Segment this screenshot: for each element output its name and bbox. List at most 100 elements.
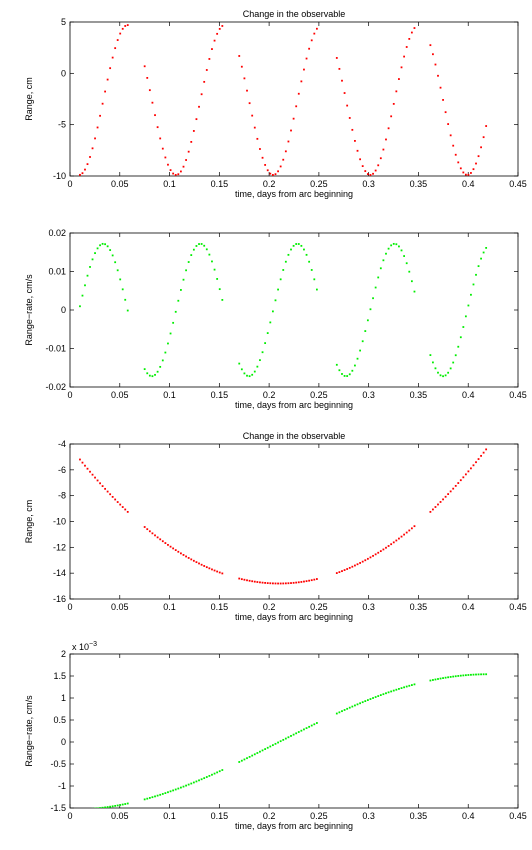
data-point bbox=[369, 308, 372, 311]
data-point bbox=[475, 673, 477, 676]
data-point bbox=[248, 375, 251, 378]
data-point bbox=[124, 803, 127, 805]
data-point bbox=[292, 117, 295, 120]
data-point bbox=[121, 803, 124, 806]
chart-title: Change in the observable bbox=[243, 431, 346, 441]
data-point bbox=[218, 770, 221, 773]
y-tick-label: -8 bbox=[58, 491, 66, 501]
data-point bbox=[364, 559, 367, 562]
data-point bbox=[124, 25, 127, 27]
data-point bbox=[437, 503, 439, 506]
data-point bbox=[216, 771, 219, 774]
data-point bbox=[240, 368, 243, 371]
data-point bbox=[94, 137, 96, 140]
data-point bbox=[477, 265, 480, 268]
data-point bbox=[106, 245, 109, 248]
data-point bbox=[359, 349, 362, 352]
data-point bbox=[119, 278, 122, 281]
data-point bbox=[374, 553, 377, 556]
data-point bbox=[434, 678, 437, 681]
data-point bbox=[442, 498, 444, 501]
data-point bbox=[292, 581, 295, 584]
data-point bbox=[192, 130, 195, 132]
data-point bbox=[246, 89, 248, 92]
data-point bbox=[470, 673, 472, 676]
data-point bbox=[156, 370, 159, 373]
y-tick-label: -6 bbox=[58, 465, 66, 475]
data-series bbox=[79, 242, 488, 378]
x-tick-label: 0.35 bbox=[410, 390, 428, 400]
data-point bbox=[348, 373, 351, 376]
data-point bbox=[295, 243, 298, 245]
data-point bbox=[464, 674, 467, 677]
data-point bbox=[106, 806, 109, 808]
data-point bbox=[177, 299, 180, 302]
y-tick-label: 0.5 bbox=[53, 715, 66, 725]
chart-panel-3: 0 0.05 0.1 0.15 0.2 0.25 0.3 0.35 0.4 0.45 -16 -14 -… bbox=[24, 431, 527, 622]
data-point bbox=[261, 351, 264, 354]
data-point bbox=[195, 561, 198, 564]
data-point bbox=[359, 158, 362, 161]
data-point bbox=[104, 90, 107, 93]
data-point bbox=[94, 476, 96, 479]
data-point bbox=[354, 564, 356, 567]
data-point bbox=[369, 174, 372, 176]
data-point bbox=[356, 357, 359, 360]
data-point bbox=[437, 74, 439, 77]
data-point bbox=[159, 137, 162, 140]
data-point bbox=[238, 761, 241, 763]
data-point bbox=[377, 695, 380, 697]
data-point bbox=[429, 510, 432, 513]
data-series bbox=[79, 24, 488, 176]
data-point bbox=[182, 554, 185, 556]
data-point bbox=[208, 58, 211, 60]
data-point bbox=[452, 675, 455, 678]
data-point bbox=[277, 582, 279, 585]
chart-panel-2: 0 0.05 0.1 0.15 0.2 0.25 0.3 0.35 0.4 0.45 -0.02 -0… bbox=[24, 228, 527, 410]
data-point bbox=[253, 580, 256, 583]
data-point bbox=[343, 709, 346, 711]
data-point bbox=[408, 38, 411, 40]
data-point bbox=[161, 540, 164, 543]
data-point bbox=[91, 147, 94, 150]
y-tick-label: 0 bbox=[61, 305, 66, 315]
x-tick-label: 0.15 bbox=[211, 811, 229, 821]
data-point bbox=[335, 712, 338, 715]
data-point bbox=[86, 274, 89, 277]
data-point bbox=[238, 55, 241, 57]
data-point bbox=[271, 582, 274, 585]
data-point bbox=[208, 253, 211, 256]
data-point bbox=[442, 677, 444, 679]
y-axis-label: Range−rate, cm/s bbox=[24, 274, 34, 346]
data-point bbox=[477, 155, 480, 158]
data-point bbox=[454, 675, 457, 678]
data-point bbox=[462, 674, 465, 677]
y-tick-label: -5 bbox=[58, 120, 66, 130]
data-point bbox=[248, 579, 251, 582]
data-point bbox=[246, 757, 248, 760]
data-point bbox=[251, 114, 254, 117]
data-point bbox=[266, 746, 269, 749]
x-tick-label: 0.3 bbox=[362, 811, 375, 821]
data-point bbox=[459, 167, 462, 170]
data-point bbox=[310, 579, 313, 582]
data-point bbox=[167, 163, 169, 166]
data-point bbox=[398, 245, 400, 248]
data-point bbox=[400, 687, 403, 689]
data-point bbox=[216, 278, 219, 280]
data-point bbox=[200, 778, 203, 781]
data-point bbox=[434, 63, 437, 66]
data-point bbox=[104, 487, 107, 490]
data-point bbox=[452, 361, 455, 364]
data-point bbox=[341, 373, 343, 375]
data-point bbox=[467, 470, 470, 473]
data-point bbox=[295, 732, 298, 735]
data-point bbox=[106, 490, 109, 493]
data-point bbox=[297, 92, 300, 95]
data-point bbox=[101, 806, 104, 808]
data-point bbox=[238, 362, 241, 365]
y-tick-label: -16 bbox=[53, 594, 66, 604]
data-point bbox=[185, 159, 187, 161]
data-point bbox=[356, 149, 359, 152]
data-point bbox=[432, 53, 434, 56]
